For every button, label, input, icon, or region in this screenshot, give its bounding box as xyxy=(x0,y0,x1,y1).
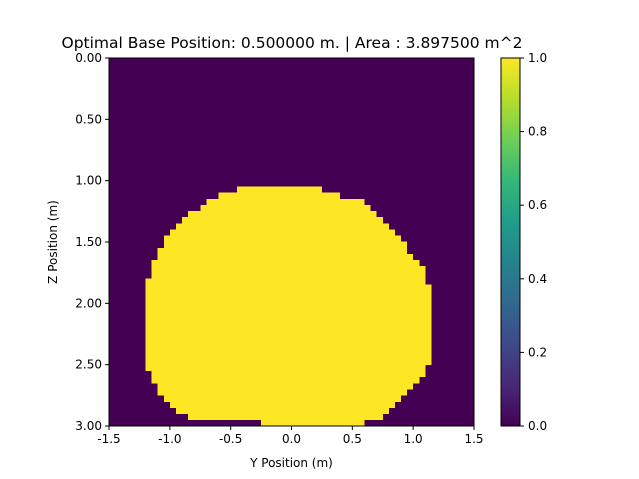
x-axis: -1.5 -1.0 -0.5 0.0 0.5 1.0 1.5 xyxy=(97,426,484,446)
heatmap-region-row xyxy=(188,413,383,421)
colorbar-tick-label: 0.8 xyxy=(528,125,547,139)
heatmap-region-row xyxy=(151,376,420,384)
heatmap-region-row xyxy=(261,419,365,427)
heatmap-region-row xyxy=(169,229,395,237)
x-tick-label: -1.5 xyxy=(97,432,120,446)
colorbar-frame xyxy=(500,57,521,427)
x-tick-label: 1.5 xyxy=(464,432,483,446)
colorbar-tick-label: 0.2 xyxy=(528,345,547,359)
y-tick-label: 0.00 xyxy=(75,51,102,65)
heatmap-region-row xyxy=(145,296,432,365)
chart-title: Optimal Base Position: 0.500000 m. | Are… xyxy=(62,34,523,52)
heatmap-region-row xyxy=(145,290,432,298)
y-tick-label: 1.00 xyxy=(75,174,102,188)
heatmap-region-row xyxy=(145,364,426,372)
heatmap-region-row xyxy=(145,284,432,292)
heatmap-region-row xyxy=(157,253,414,261)
heatmap-region-row xyxy=(169,401,395,408)
heatmap-region-row xyxy=(175,223,389,231)
plot-area xyxy=(108,57,475,427)
heatmap-region-row xyxy=(218,192,341,200)
x-tick-label: 0.0 xyxy=(282,432,301,446)
heatmap-region-row xyxy=(163,395,401,402)
colorbar: 0.0 0.2 0.4 0.6 0.8 1.0 xyxy=(500,51,547,433)
heatmap-region-row xyxy=(163,235,401,243)
y-tick-label: 3.00 xyxy=(75,419,102,433)
heatmap-region-row xyxy=(151,272,426,280)
heatmap-region-row xyxy=(157,388,408,396)
heatmap-region-row xyxy=(200,204,371,212)
heatmap-region-row xyxy=(236,186,322,194)
heatmap-region-row xyxy=(151,260,420,267)
heatmap-region-row xyxy=(151,266,426,273)
y-tick-label: 0.50 xyxy=(75,112,102,126)
y-tick-label: 2.50 xyxy=(75,358,102,372)
y-tick-label: 2.00 xyxy=(75,296,102,310)
x-tick-label: 0.5 xyxy=(343,432,362,446)
x-tick-label: 1.0 xyxy=(404,432,423,446)
x-tick-label: -0.5 xyxy=(219,432,242,446)
heatmap-region-row xyxy=(206,198,365,206)
colorbar-tick-label: 1.0 xyxy=(528,51,547,65)
y-axis: 0.00 0.50 1.00 1.50 2.00 2.50 3.00 xyxy=(75,51,109,433)
heatmap-region-row xyxy=(151,370,426,378)
colorbar-tick-label: 0.0 xyxy=(528,419,547,433)
heatmap-region-row xyxy=(175,407,389,415)
heatmap-region-row xyxy=(145,278,426,286)
y-axis-label: Z Position (m) xyxy=(46,200,60,284)
y-tick-label: 1.50 xyxy=(75,235,102,249)
colorbar-tick-label: 0.4 xyxy=(528,272,547,286)
heatmap-region-row xyxy=(163,241,408,249)
colorbar-tick-label: 0.6 xyxy=(528,198,547,212)
colorbar-gradient xyxy=(501,58,520,426)
x-axis-label: Y Position (m) xyxy=(249,456,333,470)
heatmap-region-row xyxy=(157,382,414,390)
heatmap-region-row xyxy=(182,217,383,224)
heatmap-region-row xyxy=(157,247,408,255)
heatmap-region-row xyxy=(188,211,377,218)
x-tick-label: -1.0 xyxy=(158,432,181,446)
